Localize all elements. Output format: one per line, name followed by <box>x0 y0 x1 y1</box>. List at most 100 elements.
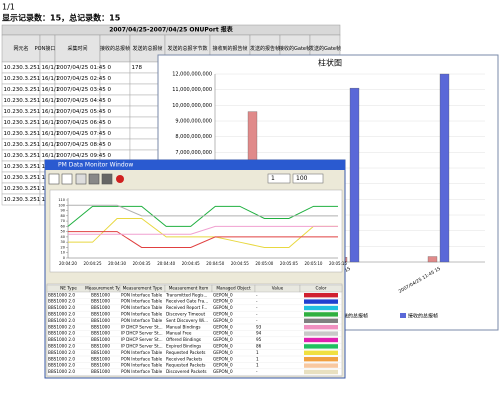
y-tick-label: 8,000,000,000 <box>175 134 212 140</box>
column-header: NE Type <box>60 286 77 291</box>
cell-text: BBS1000 <box>91 356 110 361</box>
cell-text: 10.230.3.251 <box>4 120 41 126</box>
cell-text: Manual Bindings <box>166 324 201 329</box>
cell-text: 16/1/1 <box>42 87 60 93</box>
cell-text: 178 <box>132 65 143 71</box>
line-series <box>67 205 338 227</box>
y-tick-label: 70 <box>61 219 65 223</box>
cell-text: 10.230.3.251 <box>4 197 41 203</box>
cell-text: BBS1000 2.0 <box>48 312 75 317</box>
cell-text: Manual Free <box>166 331 192 336</box>
column-header: Managed Object <box>216 286 251 291</box>
column-header: 采集时间 <box>67 45 87 52</box>
cell-text: BBS1000 <box>91 312 110 317</box>
cell-text: 2007/04/25 04:45 0 <box>57 98 112 104</box>
cell-text: GEPON_0 <box>213 369 233 374</box>
cell-text: 10.230.3.251 <box>4 142 41 148</box>
y-tick-label: 11,000,000,000 <box>172 87 212 93</box>
x-tick-label: 20:04:55 <box>231 261 249 266</box>
cell-text: GEPON_0 <box>213 363 233 368</box>
cell-text: BBS1000 2.0 <box>48 318 75 323</box>
toolbar-button[interactable] <box>61 173 73 185</box>
x-tick-label: 20:05:15 <box>329 261 347 266</box>
toolbar-button[interactable] <box>88 173 100 185</box>
page-size-combo[interactable] <box>292 173 324 184</box>
cell-text: BBS1000 2.0 <box>48 369 75 374</box>
y-tick-label: 110 <box>58 198 65 202</box>
cell-text: GEPON_0 <box>213 344 233 349</box>
color-swatch <box>304 369 338 375</box>
cell-text: 2007/04/25 03:45 0 <box>57 87 112 93</box>
column-header: Measurement Type <box>123 286 163 291</box>
cell-text: PON Interface Table <box>121 305 163 310</box>
y-tick-label: 80 <box>61 214 65 218</box>
cell-text: BBS1000 <box>91 331 110 336</box>
cell-text: 95 <box>256 337 262 342</box>
y-tick-label: 100 <box>58 203 65 207</box>
column-header: 发送的总报帧 <box>132 45 162 52</box>
color-swatch <box>304 293 338 298</box>
cell-text: BBS1000 2.0 <box>48 344 75 349</box>
page-combo[interactable] <box>267 173 291 184</box>
cell-text: BBS1000 2.0 <box>48 299 75 304</box>
cell-text: 16/1/1 <box>42 142 60 148</box>
cell-text: 2007/04/25 07:45 0 <box>57 131 112 137</box>
cell-text: Transmitted Regis... <box>165 292 207 297</box>
page-size-value: 100 <box>296 175 308 182</box>
cell-text: 16/1/1 <box>42 153 60 159</box>
cell-text: 86 <box>256 344 262 349</box>
cell-text: GEPON_0 <box>213 356 233 361</box>
window-title: PM Data Monitor Window <box>58 162 133 169</box>
toolbar-button[interactable] <box>75 173 87 185</box>
color-swatch <box>304 325 338 330</box>
cell-text: BBS1000 2.0 <box>48 292 75 297</box>
monitor-table-area <box>46 283 343 377</box>
cell-text: Requested Packets <box>166 363 205 368</box>
cell-text: BBS1000 <box>91 324 110 329</box>
cell-text: IP DHCP Server St... <box>121 344 163 349</box>
y-tick-label: 9,000,000,000 <box>175 119 212 125</box>
color-swatch <box>304 337 338 343</box>
cell-text: 2007/04/25 06:45 0 <box>57 120 112 126</box>
column-header: Measurement Type <box>85 286 125 291</box>
header-cell <box>1 34 41 63</box>
cell-text: PON Interface Table <box>121 356 163 361</box>
record-summary: 显示记录数：15，总记录数：15 <box>2 13 121 23</box>
y-tick-label: 0 <box>63 256 65 260</box>
cell-text: GEPON_0 <box>213 337 233 342</box>
cell-text: - <box>256 299 258 304</box>
monitor-window: PM Data Monitor Window 1 100 010 20304050… <box>44 159 347 379</box>
cell-text: BBS1000 <box>91 318 110 323</box>
toolbar-button[interactable] <box>48 173 60 185</box>
cell-text: GEPON_0 <box>213 318 233 323</box>
cell-text: 10.230.3.251 <box>4 153 41 159</box>
cell-text: 94 <box>256 331 262 336</box>
color-swatch <box>304 305 338 311</box>
y-tick-label: 12,000,000,000 <box>172 72 212 78</box>
cell-text: 10.230.3.251 <box>4 65 41 71</box>
line-series <box>68 217 338 248</box>
color-swatch <box>304 357 338 362</box>
cell-text: 16/1/1 <box>42 98 60 104</box>
cell-text: BBS1000 <box>91 350 110 355</box>
column-header: Value <box>272 286 284 291</box>
cell-text: GEPON_0 <box>213 331 233 336</box>
cell-text: 1 <box>256 350 259 355</box>
cell-text: BBS1000 <box>91 299 110 304</box>
toolbar-button[interactable] <box>101 173 113 185</box>
cell-text: BBS1000 <box>91 337 110 342</box>
cell-text: PON Interface Table <box>121 299 163 304</box>
column-header: 接收到的报告帧 <box>212 45 247 52</box>
stop-button[interactable] <box>116 175 124 183</box>
color-swatch <box>304 299 338 304</box>
cell-text: BBS1000 <box>91 292 110 297</box>
cell-text: 10.230.3.251 <box>4 175 41 181</box>
cell-text: 10.230.3.251 <box>4 109 41 115</box>
bar <box>427 256 438 263</box>
cell-text: Received Packets <box>166 356 202 361</box>
cell-text: 16/1/1 <box>42 76 60 82</box>
y-tick-label: 7,000,000,000 <box>175 150 212 156</box>
cell-text: Received Report F... <box>166 305 207 310</box>
x-tick-label: 20:04:35 <box>133 261 151 266</box>
